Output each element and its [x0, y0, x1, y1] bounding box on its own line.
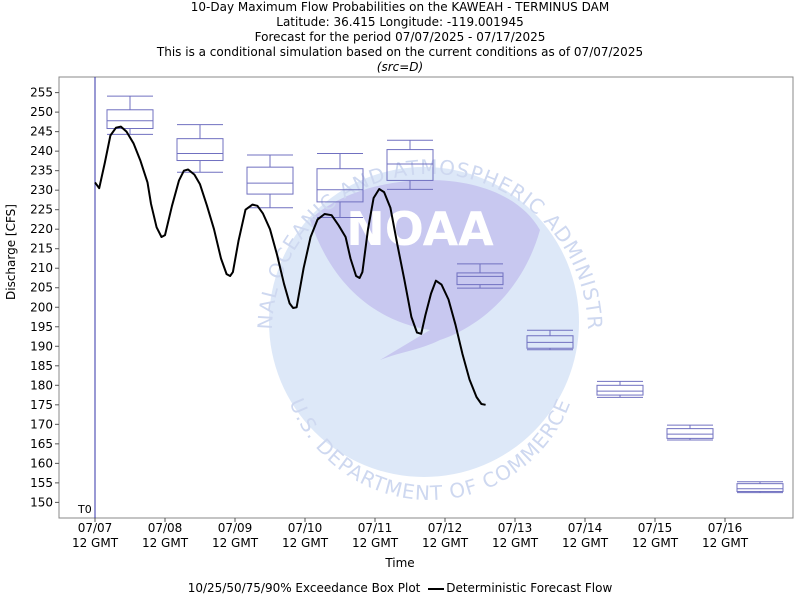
x-tick-label-time: 12 GMT [702, 536, 749, 550]
y-tick-label: 240 [30, 144, 53, 158]
chart-source-label: (src=D) [376, 60, 424, 74]
x-tick-label-date: 07/07 [78, 521, 113, 535]
y-axis-label: Discharge [CFS] [4, 204, 18, 300]
x-tick-label-date: 07/10 [288, 521, 323, 535]
x-tick-label-date: 07/08 [148, 521, 183, 535]
noaa-watermark: NATIONAL OCEANIC AND ATMOSPHERIC ADMINIS… [0, 0, 606, 505]
flow-series [94, 125, 486, 406]
y-tick-label: 220 [30, 222, 53, 236]
x-tick-label-date: 07/14 [568, 521, 603, 535]
chart-subtitle-conditions: This is a conditional simulation based o… [156, 45, 644, 59]
y-tick-label: 160 [30, 456, 53, 470]
box-iqr [596, 384, 644, 396]
y-tick-label: 225 [30, 203, 53, 217]
box-plot [666, 424, 714, 441]
y-tick-label: 245 [30, 125, 53, 139]
x-tick-label-time: 12 GMT [422, 536, 469, 550]
x-tick-label-time: 12 GMT [352, 536, 399, 550]
box-plot [526, 329, 574, 351]
chart-title: 10-Day Maximum Flow Probabilities on the… [190, 0, 610, 14]
y-tick-label: 155 [30, 476, 53, 490]
box-iqr [666, 428, 714, 439]
y-tick-label: 170 [30, 417, 53, 431]
y-tick-label: 235 [30, 164, 53, 178]
box-iqr [106, 109, 154, 130]
box-plot [246, 154, 294, 209]
box-plot [596, 380, 644, 398]
y-tick-label: 180 [30, 378, 53, 392]
legend-box-label: 10/25/50/75/90% Exceedance Box Plot [187, 581, 421, 595]
box-plot [386, 139, 434, 190]
x-tick-label-date: 07/12 [428, 521, 463, 535]
legend: 10/25/50/75/90% Exceedance Box Plot Dete… [0, 581, 800, 595]
y-tick-label: 255 [30, 86, 53, 100]
x-tick-label-time: 12 GMT [142, 536, 189, 550]
x-tick-label-time: 12 GMT [212, 536, 259, 550]
box-plot [736, 481, 784, 494]
y-tick-label: 230 [30, 183, 53, 197]
y-tick-label: 215 [30, 242, 53, 256]
box-plot [176, 124, 224, 173]
y-tick-label: 200 [30, 300, 53, 314]
x-tick-label-date: 07/11 [358, 521, 393, 535]
box-plots [106, 95, 784, 494]
t0-marker: T0 [77, 77, 96, 518]
x-tick-label-time: 12 GMT [492, 536, 539, 550]
y-tick-label: 250 [30, 105, 53, 119]
deterministic-flow-line [94, 125, 486, 406]
y-tick-label: 165 [30, 437, 53, 451]
x-tick-label-time: 12 GMT [562, 536, 609, 550]
box-iqr [246, 166, 294, 195]
x-tick-label-time: 12 GMT [282, 536, 329, 550]
x-tick-label-date: 07/13 [498, 521, 533, 535]
legend-line-swatch [428, 587, 445, 590]
y-tick-label: 195 [30, 320, 53, 334]
x-axis-label: Time [385, 556, 415, 570]
chart-subtitle-period: Forecast for the period 07/07/2025 - 07/… [254, 30, 546, 44]
box-plot [316, 152, 364, 218]
box-iqr [736, 483, 784, 492]
box-plot [456, 263, 504, 289]
chart-title-block: 10-Day Maximum Flow Probabilities on the… [0, 0, 800, 75]
y-tick-label: 205 [30, 281, 53, 295]
x-tick-label-date: 07/16 [708, 521, 743, 535]
box-iqr [386, 149, 434, 181]
y-tick-label: 185 [30, 359, 53, 373]
watermark-bird-shape [310, 180, 540, 360]
y-axis: 150 155 160 165 170 175 180 185 190 195 200 205 210 2… [30, 86, 59, 509]
t0-label: T0 [77, 503, 92, 516]
legend-line-label: Deterministic Forecast Flow [446, 581, 613, 595]
box-plot [106, 95, 154, 135]
plot-area [58, 76, 794, 519]
box-iqr [316, 168, 364, 203]
chart-subtitle-location: Latitude: 36.415 Longitude: -119.001945 [276, 15, 524, 29]
box-iqr [176, 138, 224, 162]
y-tick-label: 210 [30, 261, 53, 275]
y-tick-label: 190 [30, 339, 53, 353]
x-tick-label-time: 12 GMT [72, 536, 119, 550]
x-tick-label-time: 12 GMT [632, 536, 679, 550]
y-tick-label: 150 [30, 495, 53, 509]
y-tick-label: 175 [30, 398, 53, 412]
box-iqr [456, 272, 504, 286]
x-tick-label-date: 07/09 [218, 521, 253, 535]
x-tick-label-date: 07/15 [638, 521, 673, 535]
